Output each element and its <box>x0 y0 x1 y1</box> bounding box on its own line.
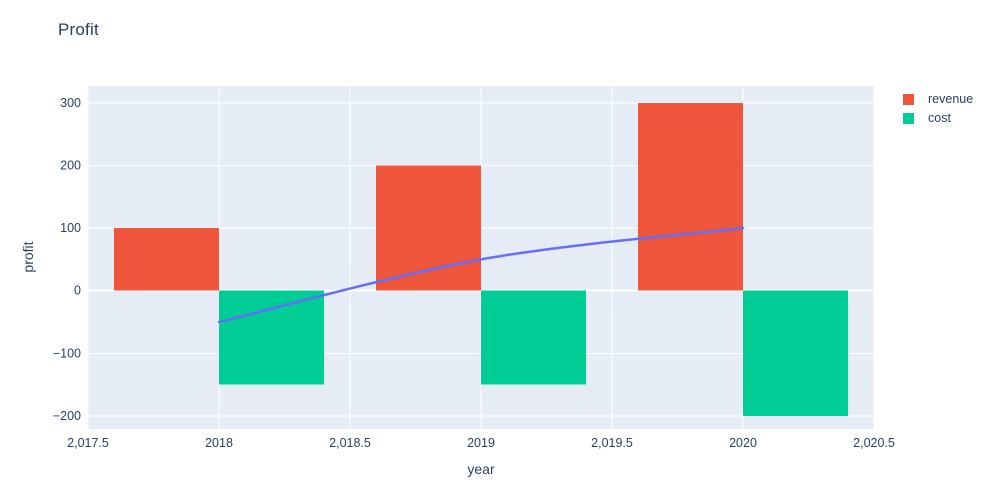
bar-cost-2019[interactable] <box>481 290 586 385</box>
bar-revenue-2018[interactable] <box>114 228 219 291</box>
y-tick-label: −100 <box>53 346 81 360</box>
x-axis-title: year <box>467 461 495 477</box>
legend-swatch-cost <box>903 113 914 124</box>
y-tick-label: 200 <box>60 158 81 172</box>
legend: revenue cost <box>903 90 973 128</box>
bar-cost-2020[interactable] <box>743 290 848 416</box>
chart-title: Profit <box>58 20 99 39</box>
x-tick-label: 2019 <box>467 436 495 450</box>
x-tick-label: 2,017.5 <box>67 436 109 450</box>
legend-label-cost: cost <box>928 111 951 126</box>
y-tick-label: −200 <box>53 409 81 423</box>
y-tick-label: 100 <box>60 221 81 235</box>
y-tick-label: 0 <box>74 284 81 298</box>
x-tick-label: 2020 <box>729 436 757 450</box>
legend-item-revenue[interactable]: revenue <box>903 90 973 109</box>
legend-swatch-revenue <box>903 94 914 105</box>
bar-revenue-2020[interactable] <box>638 102 743 291</box>
bar-revenue-2019[interactable] <box>376 165 481 291</box>
y-tick-label: 300 <box>60 96 81 110</box>
profit-line[interactable] <box>217 226 745 324</box>
y-axis-title: profit <box>20 241 36 273</box>
x-tick-label: 2,020.5 <box>853 436 895 450</box>
x-tick-label: 2,019.5 <box>591 436 633 450</box>
legend-label-revenue: revenue <box>928 92 974 107</box>
x-tick-label: 2,018.5 <box>329 436 371 450</box>
legend-item-cost[interactable]: cost <box>903 109 973 128</box>
x-tick-label: 2018 <box>205 436 233 450</box>
bar-cost-2018[interactable] <box>219 290 324 385</box>
